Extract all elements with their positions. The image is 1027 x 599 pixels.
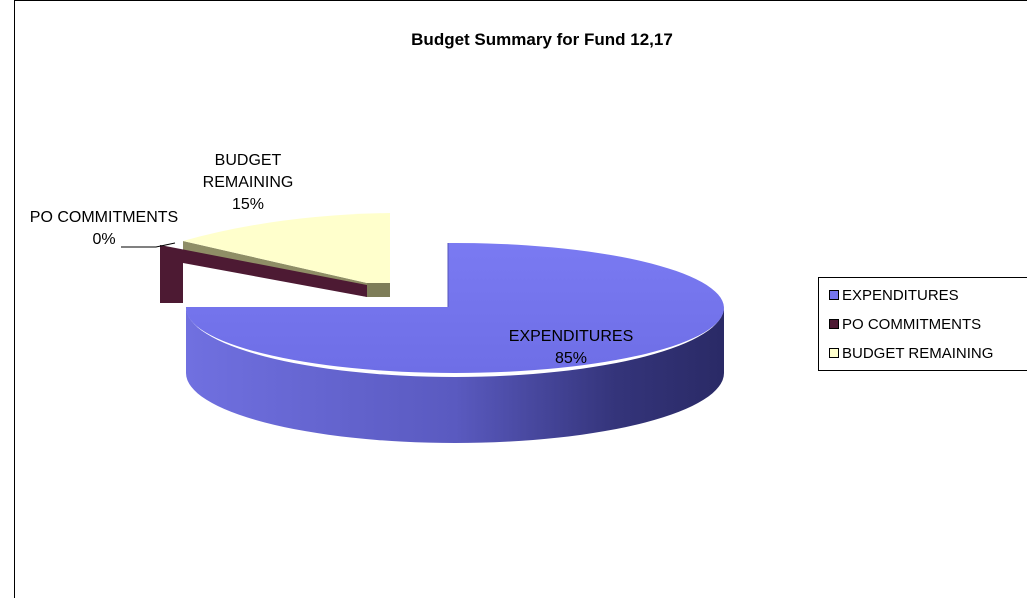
slice-expenditures-top <box>185 242 724 373</box>
legend-label-expenditures: EXPENDITURES <box>842 286 959 304</box>
label-expenditures-percent: 85% <box>555 350 587 367</box>
slice-po-commitments <box>160 245 367 303</box>
chart-title: Budget Summary for Fund 12,17 <box>411 30 673 49</box>
legend-swatch-budget-remaining <box>829 348 839 358</box>
legend-label-po-commitments: PO COMMITMENTS <box>842 315 982 333</box>
label-expenditures-name: EXPENDITURES <box>509 328 633 345</box>
label-budget-remaining-name-line2: REMAINING <box>203 174 294 191</box>
slice-budget-remaining-top <box>183 213 390 283</box>
legend-label-budget-remaining: BUDGET REMAINING <box>842 344 994 362</box>
slice-po-commitments-top <box>160 245 367 303</box>
legend-swatch-expenditures <box>829 290 839 300</box>
legend-swatch-po-commitments <box>829 319 839 329</box>
slice-expenditures <box>185 242 724 443</box>
label-po-commitments-name: PO COMMITMENTS <box>30 209 178 226</box>
slice-budget-remaining-inner-wall <box>367 283 390 297</box>
legend-item-po-commitments: PO COMMITMENTS <box>829 314 981 334</box>
po-commitments-leader-line <box>121 242 176 248</box>
label-po-commitments-percent: 0% <box>92 231 115 248</box>
label-budget-remaining-name-line1: BUDGET <box>215 152 282 169</box>
label-budget-remaining-percent: 15% <box>232 196 264 213</box>
slice-expenditures-side <box>186 307 724 443</box>
legend-item-budget-remaining: BUDGET REMAINING <box>829 343 993 363</box>
chart-legend: EXPENDITURES PO COMMITMENTS BUDGET REMAI… <box>818 277 1027 371</box>
pie-chart: Budget Summary for Fund 12,17 BUDGET REM… <box>30 30 724 443</box>
legend-item-expenditures: EXPENDITURES <box>829 285 959 305</box>
chart-area: Budget Summary for Fund 12,17 BUDGET REM… <box>14 0 1027 598</box>
